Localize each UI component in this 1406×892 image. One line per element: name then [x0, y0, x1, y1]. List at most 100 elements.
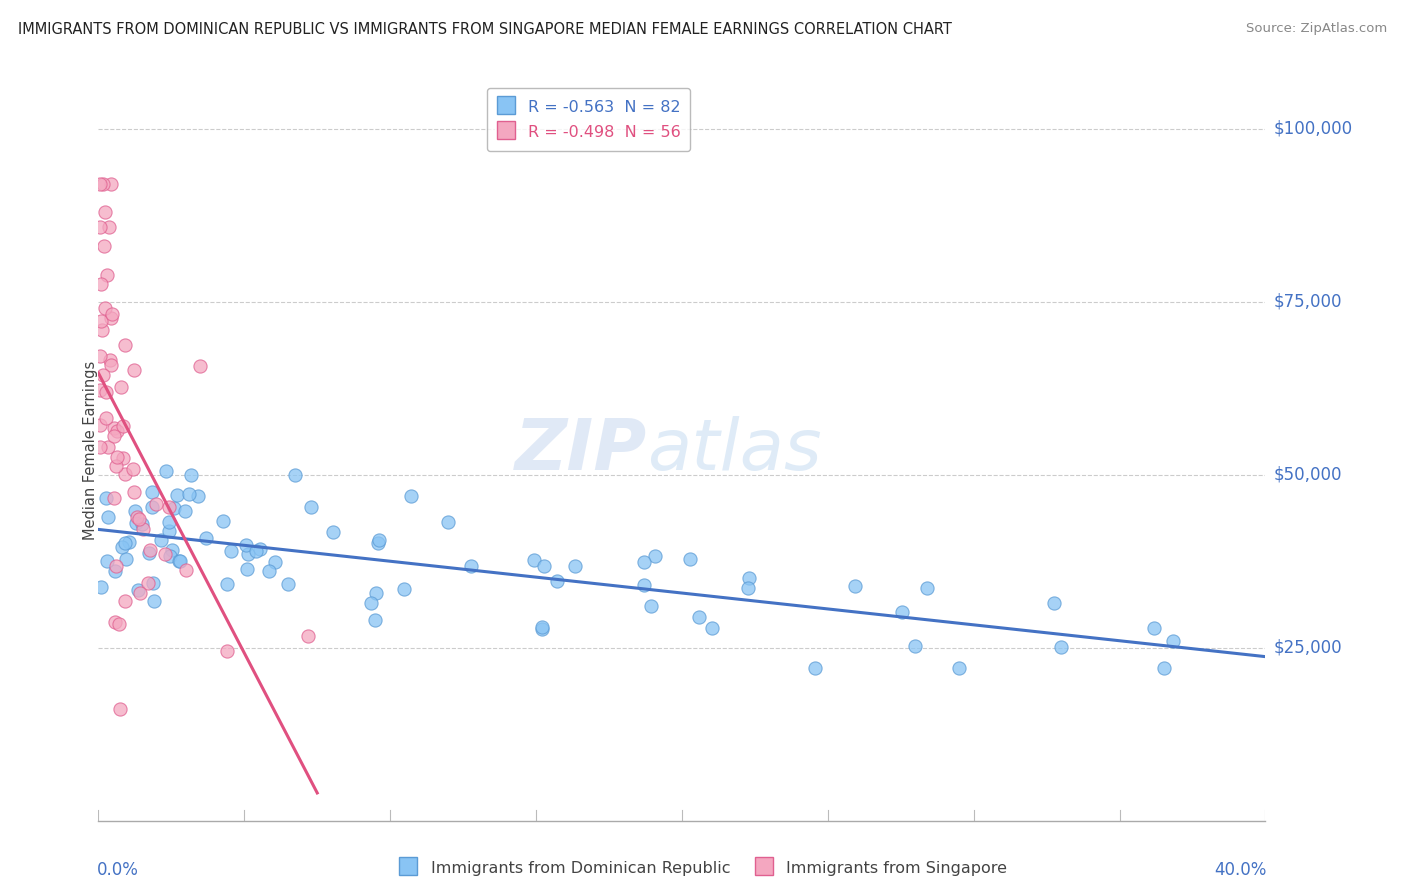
Point — [89, 383, 111, 397]
Point — [530, 622, 553, 636]
Text: $100,000: $100,000 — [1274, 120, 1353, 137]
Point — [125, 516, 148, 530]
Point — [174, 563, 197, 577]
Point — [93, 368, 115, 382]
Point — [297, 629, 319, 643]
Point — [112, 450, 135, 465]
Point — [141, 500, 163, 514]
Point — [125, 510, 148, 524]
Point — [138, 546, 160, 560]
Point — [110, 379, 132, 393]
Point — [530, 620, 553, 634]
Point — [129, 585, 152, 599]
Point — [107, 424, 129, 438]
Point — [844, 579, 866, 593]
Point — [737, 581, 759, 595]
Point — [360, 596, 382, 610]
Point — [89, 440, 111, 454]
Point — [121, 462, 143, 476]
Point — [139, 542, 162, 557]
Point — [392, 582, 415, 596]
Point — [322, 524, 344, 539]
Point — [91, 177, 114, 191]
Point — [367, 536, 389, 550]
Point — [141, 485, 163, 500]
Point — [364, 613, 387, 627]
Point — [157, 500, 180, 515]
Point — [533, 558, 555, 573]
Point — [105, 459, 128, 474]
Point — [115, 551, 138, 566]
Point — [90, 277, 112, 291]
Point — [142, 576, 165, 591]
Point — [194, 532, 217, 546]
Point — [235, 538, 257, 552]
Point — [187, 489, 209, 503]
Legend: R = -0.563  N = 82, R = -0.498  N = 56: R = -0.563 N = 82, R = -0.498 N = 56 — [486, 88, 690, 151]
Point — [96, 268, 118, 282]
Point — [118, 534, 141, 549]
Point — [159, 549, 181, 564]
Point — [917, 582, 939, 596]
Point — [804, 661, 827, 675]
Point — [138, 575, 160, 590]
Point — [124, 503, 146, 517]
Point — [564, 559, 586, 574]
Text: 0.0%: 0.0% — [97, 862, 139, 880]
Point — [640, 599, 662, 614]
Point — [460, 559, 482, 574]
Point — [180, 467, 202, 482]
Point — [114, 338, 136, 352]
Point — [89, 220, 111, 235]
Text: 40.0%: 40.0% — [1215, 862, 1267, 880]
Point — [1050, 640, 1073, 654]
Text: $50,000: $50,000 — [1274, 466, 1343, 483]
Point — [633, 556, 655, 570]
Point — [277, 577, 299, 591]
Point — [90, 580, 112, 594]
Point — [299, 500, 322, 514]
Point — [114, 594, 136, 608]
Text: atlas: atlas — [647, 416, 821, 485]
Point — [127, 582, 149, 597]
Point — [245, 543, 267, 558]
Point — [1153, 661, 1175, 675]
Point — [644, 549, 666, 563]
Point — [103, 421, 125, 435]
Point — [100, 358, 122, 372]
Point — [101, 307, 124, 321]
Point — [111, 540, 134, 554]
Point — [145, 497, 167, 511]
Point — [131, 517, 153, 532]
Point — [96, 491, 118, 505]
Point — [98, 220, 121, 235]
Point — [104, 558, 127, 573]
Point — [215, 643, 238, 657]
Point — [238, 548, 260, 562]
Text: Source: ZipAtlas.com: Source: ZipAtlas.com — [1247, 22, 1388, 36]
Point — [163, 500, 186, 515]
Point — [104, 565, 127, 579]
Point — [100, 177, 122, 191]
Point — [166, 488, 188, 502]
Point — [122, 363, 145, 377]
Point — [700, 621, 723, 635]
Point — [890, 605, 912, 619]
Point — [174, 504, 197, 518]
Point — [110, 702, 132, 716]
Point — [97, 510, 120, 524]
Text: $25,000: $25,000 — [1274, 639, 1343, 657]
Point — [93, 239, 115, 253]
Point — [155, 464, 177, 478]
Point — [100, 310, 122, 325]
Point — [364, 586, 387, 600]
Point — [212, 514, 235, 528]
Point — [94, 410, 117, 425]
Point — [169, 554, 191, 568]
Y-axis label: Median Female Earnings: Median Female Earnings — [83, 361, 97, 540]
Point — [160, 542, 183, 557]
Point — [284, 468, 307, 483]
Point — [235, 562, 257, 576]
Point — [89, 177, 111, 191]
Point — [108, 616, 131, 631]
